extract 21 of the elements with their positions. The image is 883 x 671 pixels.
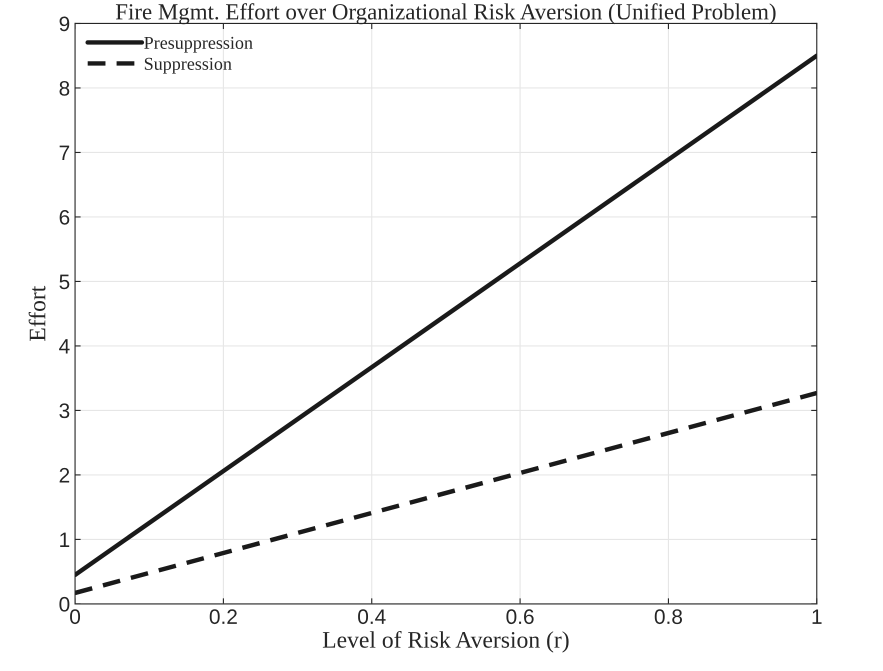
y-tick-label: 1 bbox=[60, 532, 70, 547]
x-tick-label: 1 bbox=[812, 610, 822, 624]
x-tick-label: 0 bbox=[70, 609, 80, 624]
x-axis-title: Level of Risk Aversion (r) bbox=[322, 630, 569, 653]
y-tick-label: 2 bbox=[60, 468, 70, 482]
x-tick-label: 0.2 bbox=[210, 609, 237, 624]
legend-label: Suppression bbox=[144, 58, 232, 74]
y-tick-label: 7 bbox=[60, 146, 70, 160]
y-tick-label: 6 bbox=[60, 210, 70, 225]
y-tick-label: 9 bbox=[60, 16, 70, 32]
y-tick-label: 8 bbox=[60, 80, 70, 96]
legend-label: Presuppression bbox=[144, 36, 253, 53]
x-tick-label: 0.8 bbox=[654, 609, 682, 624]
y-axis-title: Effort bbox=[28, 286, 46, 341]
chart-title: Fire Mgmt. Effort over Organizational Risk Aversion (Unified Problem) bbox=[116, 3, 776, 24]
x-tick-label: 0.6 bbox=[506, 609, 534, 624]
y-tick-label: 3 bbox=[59, 403, 70, 418]
x-tick-label: 0.4 bbox=[358, 609, 386, 624]
y-tick-label: 4 bbox=[59, 339, 70, 354]
y-tick-label: 5 bbox=[59, 274, 70, 290]
y-tick-label: 0 bbox=[59, 596, 70, 612]
